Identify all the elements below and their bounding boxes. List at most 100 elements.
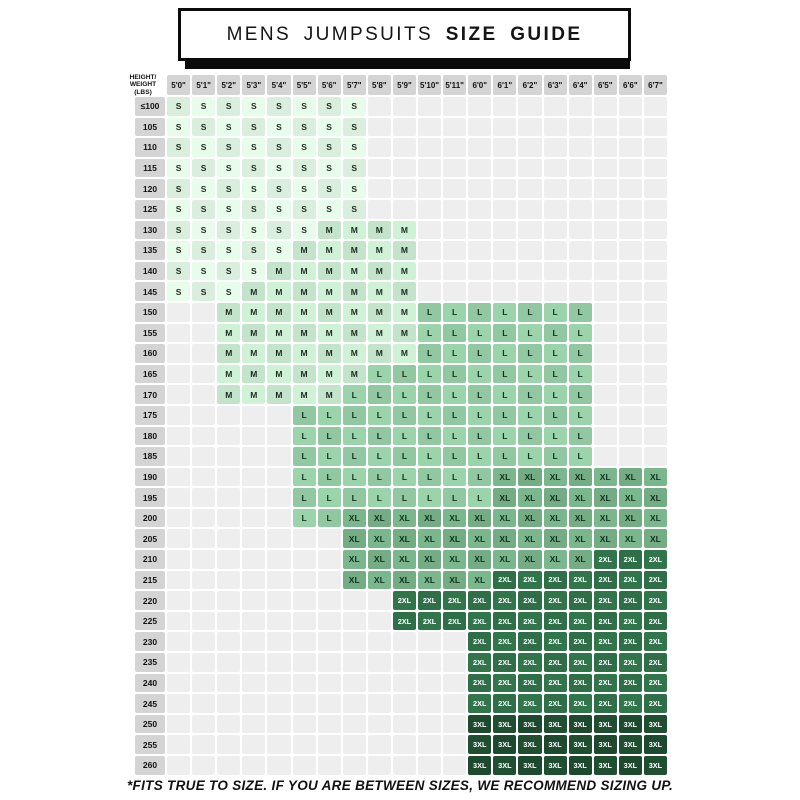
empty-cell (267, 756, 291, 775)
weight-label: 245 (135, 694, 165, 713)
size-cell: 2XL (418, 591, 442, 610)
size-cell: L (468, 302, 492, 322)
size-cell: XL (643, 529, 667, 549)
size-cell: 2XL (543, 632, 567, 652)
size-cell: 3XL (518, 714, 542, 734)
size-cell: 2XL (468, 653, 492, 672)
empty-cell (317, 591, 341, 610)
empty-cell (543, 179, 567, 198)
size-cell: 2XL (593, 550, 617, 569)
footer-note: *FITS TRUE TO SIZE. IF YOU ARE BETWEEN S… (127, 778, 673, 793)
height-header-cell: 6'2" (518, 75, 542, 95)
weight-label-cell: 170 (121, 385, 165, 404)
empty-cell (192, 529, 216, 549)
size-cell: M (242, 282, 266, 301)
empty-cell (267, 550, 291, 569)
size-cell: S (192, 179, 216, 198)
size-cell: XL (568, 467, 592, 487)
size-cell: 3XL (568, 756, 592, 775)
size-cell: XL (618, 529, 642, 549)
weight-label: 115 (135, 158, 165, 178)
weight-label-cell: 105 (121, 117, 165, 137)
size-cell: L (543, 385, 567, 404)
empty-cell (593, 241, 617, 260)
size-cell: L (468, 323, 492, 343)
size-cell: M (292, 241, 316, 260)
empty-cell (167, 508, 191, 528)
empty-cell (292, 550, 316, 569)
size-cell: 3XL (593, 735, 617, 754)
size-cell: S (292, 97, 316, 116)
title-prefix: MENS JUMPSUITS (226, 23, 434, 45)
size-cell: L (367, 426, 391, 446)
size-cell: L (468, 385, 492, 404)
size-cell: 2XL (593, 611, 617, 631)
empty-cell (317, 714, 341, 734)
empty-cell (217, 570, 241, 590)
size-cell: S (217, 261, 241, 281)
empty-cell (593, 220, 617, 240)
empty-cell (568, 220, 592, 240)
size-cell: 2XL (643, 673, 667, 693)
weight-label-cell: 225 (121, 611, 165, 631)
size-cell: XL (443, 529, 467, 549)
size-cell: 2XL (568, 673, 592, 693)
empty-cell (292, 632, 316, 652)
empty-cell (418, 653, 442, 672)
size-cell: L (342, 488, 366, 507)
size-cell: S (242, 241, 266, 260)
empty-cell (568, 179, 592, 198)
empty-cell (643, 158, 667, 178)
weight-label: 230 (135, 632, 165, 652)
empty-cell (342, 591, 366, 610)
size-cell: S (167, 97, 191, 116)
size-cell: L (518, 447, 542, 466)
empty-cell (618, 97, 642, 116)
weight-label-cell: 180 (121, 426, 165, 446)
empty-cell (443, 714, 467, 734)
empty-cell (543, 261, 567, 281)
empty-cell (192, 426, 216, 446)
size-cell: S (192, 261, 216, 281)
empty-cell (593, 117, 617, 137)
size-cell: 3XL (568, 735, 592, 754)
size-cell: 2XL (643, 570, 667, 590)
empty-cell (593, 199, 617, 219)
size-cell: 3XL (568, 714, 592, 734)
empty-cell (392, 158, 416, 178)
size-cell: XL (367, 550, 391, 569)
size-cell: XL (543, 529, 567, 549)
size-cell: L (367, 488, 391, 507)
empty-cell (242, 447, 266, 466)
empty-cell (267, 467, 291, 487)
size-cell: S (217, 282, 241, 301)
empty-cell (317, 632, 341, 652)
size-cell: 2XL (568, 632, 592, 652)
empty-cell (443, 199, 467, 219)
empty-cell (618, 158, 642, 178)
empty-cell (443, 261, 467, 281)
empty-cell (543, 199, 567, 219)
empty-cell (392, 97, 416, 116)
title-banner: MENS JUMPSUITS SIZE GUIDE (178, 8, 631, 69)
size-cell: 2XL (493, 653, 517, 672)
size-cell: L (367, 385, 391, 404)
size-cell: S (242, 220, 266, 240)
size-cell: L (317, 447, 341, 466)
size-cell: XL (418, 550, 442, 569)
size-cell: XL (643, 488, 667, 507)
size-cell: 2XL (568, 591, 592, 610)
size-cell: M (342, 282, 366, 301)
empty-cell (192, 302, 216, 322)
size-cell: M (292, 323, 316, 343)
size-cell: M (292, 302, 316, 322)
empty-cell (643, 344, 667, 363)
size-cell: S (342, 117, 366, 137)
empty-cell (267, 405, 291, 425)
empty-cell (267, 694, 291, 713)
size-cell: L (443, 385, 467, 404)
empty-cell (217, 653, 241, 672)
size-cell: L (518, 344, 542, 363)
size-cell: S (292, 199, 316, 219)
empty-cell (392, 735, 416, 754)
